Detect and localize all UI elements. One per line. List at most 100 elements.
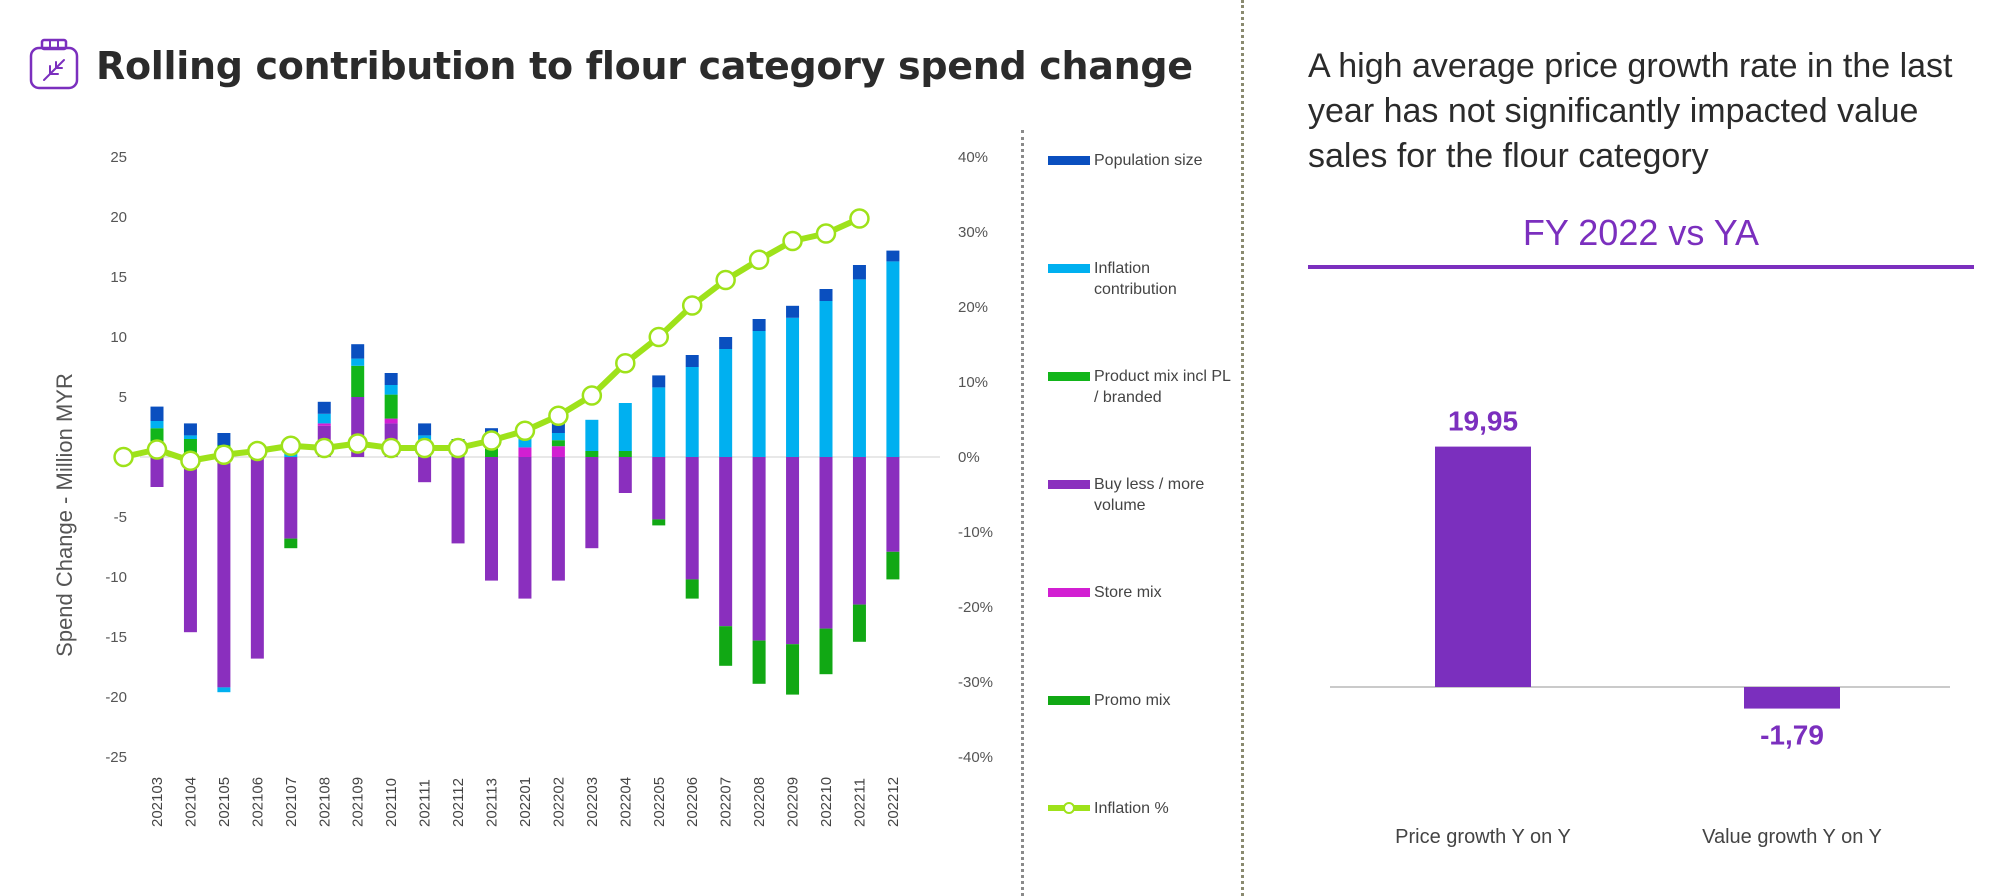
bar-segment-inflation-contribution [852,279,866,457]
y2-tick-label: 40% [958,149,988,166]
comparison-bar [1744,687,1840,709]
bar-segment-population-size [752,319,766,331]
bar-segment-population-size [317,401,331,414]
bar-segment-promo-mix [852,604,866,642]
bar-segment-buy-less-more-volume [719,457,733,627]
bar-segment-inflation-contribution [585,419,599,451]
bar-segment-population-size [852,265,866,280]
bar-segment-promo-mix [284,538,298,549]
legend-swatch [1048,588,1090,597]
y-tick-label: 15 [110,269,127,286]
legend-item: Promo mix [1048,690,1238,711]
legend-label: Promo mix [1094,692,1171,709]
inflation-point [380,437,402,459]
bar-segment-store-mix [317,423,331,426]
x-tick-label: 202108 [316,777,333,827]
inflation-point [314,437,335,459]
legend-label: Buy less / more volume [1094,476,1205,514]
bar-segment-buy-less-more-volume [451,457,465,544]
x-tick-label: 202210 [818,777,835,827]
bar-segment-buy-less-more-volume [183,457,197,633]
bar-segment-buy-less-more-volume [685,457,699,580]
bar-segment-inflation-contribution [719,349,733,457]
comparison-value-label: 19,95 [1448,406,1518,437]
y2-tick-label: 0% [958,449,980,466]
inflation-line [122,215,861,464]
bar-segment-product-mix-incl-pl-branded [585,451,599,457]
inflation-point [146,439,168,460]
growth-comparison-chart: 19,95 Price growth Y on Y -1,79 Value growt… [1330,406,1950,848]
inflation-point [113,446,134,468]
bar-segment-inflation-contribution [384,385,398,395]
x-tick-label: 202211 [851,778,868,827]
inflation-point [815,223,837,244]
y-tick-label: 5 [119,389,127,406]
bar-segment-product-mix-incl-pl-branded [551,440,565,447]
x-tick-label: 202201 [517,777,534,827]
bar-segment-population-size [217,433,231,445]
bar-segment-promo-mix [886,551,900,580]
inflation-point [447,437,469,459]
bar-segment-promo-mix [819,628,833,675]
x-tick-label: 202203 [584,777,601,827]
inflation-point [715,269,736,291]
bar-segment-inflation-contribution [551,433,565,441]
x-tick-label: 202204 [617,777,634,827]
y2-tick-label: -30% [958,674,993,691]
bar-segment-population-size [652,375,666,388]
bar-segment-inflation-contribution [618,403,632,451]
y-tick-label: -5 [114,509,127,526]
headline-text: A high average price growth rate in the … [1308,47,1953,175]
bar-segment-buy-less-more-volume [819,457,833,629]
bar-segment-inflation-contribution [752,331,766,457]
x-tick-label: 202112 [450,778,467,827]
inflation-point [414,437,435,459]
bar-segment-buy-less-more-volume [150,457,164,487]
x-tick-label: 202209 [785,777,802,827]
legend-item: Buy less / more volume [1048,474,1238,516]
y-tick-label: -25 [105,749,127,766]
fy-comparison-title: FY 2022 vs YA [1522,212,1760,253]
y2-tick-label: -10% [958,524,993,541]
bar-segment-buy-less-more-volume [852,457,866,605]
x-tick-label: 202113 [484,778,501,827]
y2-tick-label: 20% [958,299,988,316]
bar-segment-inflation-contribution [886,261,900,457]
bar-segment-store-mix [551,446,565,457]
bar-segment-inflation-contribution [217,687,231,693]
bar-segment-population-size [150,406,164,421]
bar-segment-population-size [183,423,197,436]
bar-segment-population-size [886,250,900,262]
panel-divider [1241,0,1244,896]
inflation-point [347,433,368,454]
bar-segment-product-mix-incl-pl-branded [485,447,498,457]
legend-swatch [1048,372,1090,381]
legend-item: Product mix incl PL / branded [1048,366,1238,408]
x-tick-label: 202206 [684,777,701,827]
legend-item: Inflation % [1048,798,1238,819]
x-tick-label: 202111 [417,779,434,827]
bar-segment-promo-mix [752,640,766,684]
legend-swatch [1048,264,1090,273]
bar-segment-store-mix [384,418,398,424]
bar-segment-inflation-contribution [518,437,532,448]
y2-tick-label: 10% [958,374,988,391]
bar-segment-buy-less-more-volume [418,457,432,483]
inflation-point [615,353,636,374]
flour-jar-icon [29,38,79,90]
bar-segment-inflation-contribution [150,421,164,429]
legend-label: Product mix incl PL / branded [1094,368,1231,406]
bar-segment-population-size [819,289,833,301]
inflation-point [180,450,201,471]
bar-segment-buy-less-more-volume [752,457,766,641]
bar-segment-buy-less-more-volume [250,457,264,659]
bar-segment-buy-less-more-volume [217,457,231,688]
legend-item: Store mix [1048,582,1238,603]
x-tick-label: 202105 [216,777,233,827]
inflation-point [514,420,536,441]
bar-segment-population-size [786,305,800,318]
bar-segment-promo-mix [652,519,666,526]
comparison-category-label: Price growth Y on Y [1395,826,1571,848]
y2-tick-label: -20% [958,599,993,616]
x-tick-label: 202109 [350,777,367,827]
